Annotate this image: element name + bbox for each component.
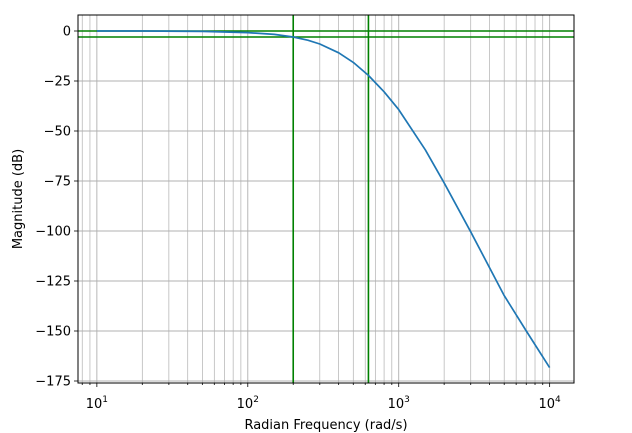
y-tick-label: −25: [44, 75, 71, 90]
x-tick-label: 101: [86, 395, 108, 412]
magnitude-series-line: [96, 30, 551, 369]
y-tick-label: 0: [63, 25, 71, 40]
y-tick-label: −50: [44, 125, 71, 140]
y-tick-label: −75: [44, 175, 71, 190]
y-tick-label: −100: [35, 225, 71, 240]
plot-frame: [77, 14, 575, 384]
ticks: 0 −25 −50 −75 −100 −125 −150 −175 101 102 103 104: [35, 25, 561, 413]
y-axis-label: Magnitude (dB): [11, 149, 26, 249]
x-tick-label: 103: [388, 395, 410, 412]
y-tick-label: −150: [35, 325, 71, 340]
y-tick-label: −125: [35, 275, 71, 290]
x-axis-label: Radian Frequency (rad/s): [244, 418, 407, 433]
x-tick-label: 104: [539, 395, 562, 412]
y-tick-label: −175: [35, 375, 71, 390]
x-tick-label: 102: [237, 395, 259, 412]
series: [96, 30, 551, 369]
